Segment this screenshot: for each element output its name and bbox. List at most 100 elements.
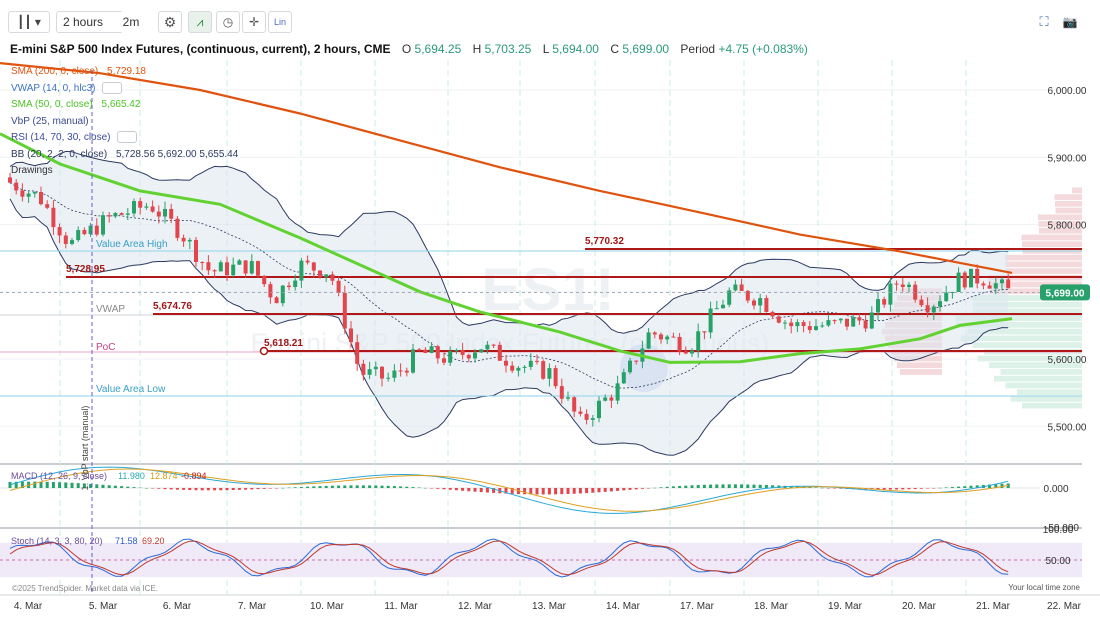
stoch-label: Stoch (14, 3, 3, 80, 20) (11, 536, 103, 546)
profile-bar (1054, 194, 1082, 200)
macd-hist-bar (70, 482, 74, 488)
legend-sma50[interactable]: SMA (50, 0, close) 5,665.42 (11, 99, 141, 110)
macd-hist-bar (529, 488, 533, 495)
legend-vbp[interactable]: VbP (25, manual) (11, 115, 89, 127)
candle-body (807, 326, 812, 330)
level-label: 5,770.32 (585, 236, 624, 247)
macd-hist-bar (39, 481, 43, 488)
candle-body (262, 275, 267, 285)
settings-button[interactable]: ⚙ (158, 11, 182, 33)
candle-body (88, 225, 93, 235)
macd-hist-bar (882, 488, 886, 490)
macd-low-tick: -50.000 (1045, 523, 1079, 534)
candle-body (169, 208, 174, 219)
legend-rsi[interactable]: RSI (14, 70, 30, close) (11, 130, 238, 147)
profile-bar (977, 355, 1082, 362)
macd-hist-bar (20, 481, 24, 488)
legend-vwap[interactable]: VWAP (14, 0, hlc3) (11, 81, 238, 98)
clock-button[interactable]: ◷ (216, 11, 240, 33)
macd-hist-bar (95, 484, 99, 488)
macd-hist-bar (361, 485, 365, 488)
macd-hist-bar (913, 488, 917, 490)
legend-sma200[interactable]: SMA (200, 0, close) 5,729.18 (11, 66, 146, 77)
macd-hist-bar (107, 485, 111, 488)
candle-body (305, 260, 310, 263)
candle-body (76, 230, 81, 241)
macd-hist-bar (702, 484, 706, 488)
profile-bar (1006, 268, 1082, 274)
gear-icon: ⚙ (163, 13, 177, 30)
profile-bar (1055, 200, 1082, 207)
macd-hist-bar (33, 481, 37, 488)
timezone-text[interactable]: Your local time zone (1008, 583, 1080, 592)
macd-hist-bar (523, 488, 527, 495)
macd-hist-bar (343, 485, 347, 488)
macd-hist-bar (771, 485, 775, 488)
candle-body (696, 331, 701, 351)
macd-hist-bar (554, 488, 558, 495)
macd-zero-tick: 0.000 (1043, 484, 1068, 495)
macd-hist-bar (733, 484, 737, 488)
time-tick: 14. Mar (606, 601, 641, 612)
macd-hist-bar (120, 486, 124, 488)
bollinger-bands (9, 150, 1009, 456)
candle-body (590, 418, 595, 420)
open-label: O (401, 42, 412, 56)
candle-body (838, 318, 843, 321)
candle-body (318, 270, 322, 278)
time-tick: 11. Mar (384, 601, 418, 612)
eye-icon[interactable] (102, 81, 123, 94)
macd-hist-bar (157, 488, 161, 489)
macd-hist-bar (262, 488, 266, 489)
support-resistance-levels[interactable]: 5,770.32 5,728.95 5,674.76 5,618.21 (66, 236, 1082, 356)
macd-hist-bar (684, 485, 688, 488)
time-axis[interactable]: 4. Mar 5. Mar 6. Mar 7. Mar 10. Mar 11. Mar 12… (0, 594, 1100, 612)
legend-bb[interactable]: BB (20, 2, 2, 0, close) 5,728.56 5,692.0… (11, 148, 239, 160)
price-axis[interactable]: 6,000.00 5,900.00 5,800.00 5,600.00 5,500.00… (0, 86, 1090, 433)
timeframe-select[interactable]: 2 hours ▾ (56, 11, 140, 33)
lin-button[interactable]: Lin (268, 11, 292, 33)
candle-body (349, 328, 353, 343)
candle-body (925, 305, 930, 313)
crosshair-button[interactable]: ✛ (242, 11, 266, 33)
macd-hist-bar (647, 488, 651, 489)
macd-hist-bar (932, 488, 936, 489)
macd-hist-bar (653, 487, 657, 489)
candle-body (57, 227, 62, 236)
trendline-icon: ⩘ (196, 14, 204, 29)
snapshot-button[interactable]: 📷 (1060, 11, 1080, 33)
profile-bar (1022, 402, 1082, 409)
fullscreen-button[interactable]: ⛶ (1034, 11, 1054, 33)
macd-hist-bar (950, 487, 954, 488)
chart-type-button[interactable]: ┃┃ ▾ (8, 11, 50, 33)
candle-body (442, 358, 446, 363)
profile-bar (1039, 227, 1082, 234)
legend-drawings[interactable]: Drawings (11, 165, 53, 176)
macd-hist-bar (740, 484, 744, 488)
macd-hist-bar (8, 481, 12, 488)
level-anchor-handle[interactable] (259, 346, 269, 356)
candle-body (386, 377, 391, 379)
candle-body (621, 372, 626, 384)
period-value: +4.75 (+0.083%) (718, 42, 808, 56)
bb-lower (9, 198, 1009, 456)
macd-hist-bar (213, 488, 217, 491)
candle-body (20, 190, 25, 197)
candle-body (268, 284, 273, 298)
candle-body (609, 397, 614, 401)
candle-body (355, 342, 360, 364)
macd-hist-bar (293, 487, 297, 488)
macd-hist-bar (510, 488, 514, 494)
replay-button[interactable]: 2m (120, 11, 142, 33)
auto-trendlines-button[interactable]: ⩘ (188, 11, 212, 33)
stoch-d-line (9, 540, 1009, 576)
candle-body (94, 225, 99, 235)
crosshair-icon: ✛ (248, 15, 260, 29)
stoch-100-tick: 100.00 (1043, 525, 1074, 536)
eye-icon[interactable] (117, 131, 138, 144)
price-tick: 5,600.00 (1048, 355, 1087, 366)
candle-body (82, 230, 87, 235)
profile-bar (1055, 207, 1082, 214)
candle-body (466, 354, 471, 359)
